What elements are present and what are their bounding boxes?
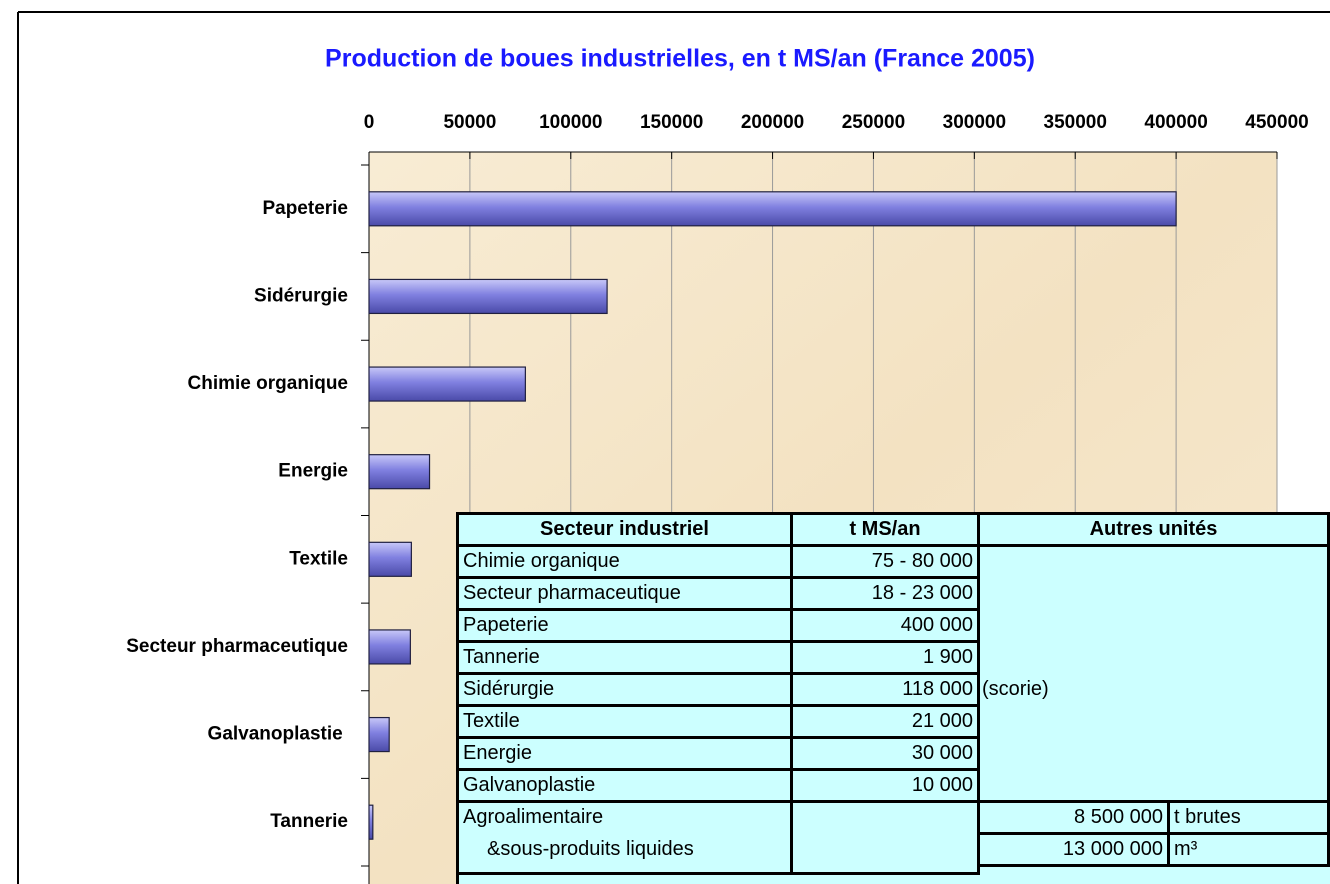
row-value: 75 - 80 000 <box>793 547 980 579</box>
header-cell: Autres unités <box>980 515 1330 547</box>
row-label: Sidérurgie <box>459 675 793 707</box>
row-value <box>793 803 980 875</box>
y-tick-label: Galvanoplastie <box>208 724 348 745</box>
unit: m³ <box>1170 835 1330 867</box>
chart-title: Production de boues industrielles, en t … <box>325 45 1035 73</box>
bar <box>368 629 411 665</box>
row-label: Agroalimentaire <box>463 806 604 828</box>
row-value: 18 - 23 000 <box>793 579 980 611</box>
x-tick-label: 50000 <box>443 112 496 133</box>
row-label: Tannerie <box>459 643 793 675</box>
row-value: 400 000 <box>793 611 980 643</box>
row-note: (scorie) <box>982 678 1049 700</box>
y-tick-label: Secteur pharmaceutique <box>126 636 348 657</box>
x-tick-label: 150000 <box>640 112 703 133</box>
y-tick-label: Papeterie <box>262 198 348 219</box>
y-tick-label: Chimie organique <box>188 373 348 394</box>
row-label: &sous-produits liquides <box>487 838 694 860</box>
header-cell: t MS/an <box>793 515 980 547</box>
y-tick-label: Tannerie <box>270 811 348 832</box>
x-tick-label: 100000 <box>539 112 602 133</box>
row-value: 118 000 <box>793 675 980 707</box>
unit: t brutes <box>1170 803 1330 835</box>
bar <box>368 541 412 577</box>
x-tick-label: 450000 <box>1245 112 1308 133</box>
row-label: Galvanoplastie <box>459 771 793 803</box>
bar <box>368 278 608 315</box>
row-value: 21 000 <box>793 707 980 739</box>
merged-cell <box>980 547 1330 803</box>
x-tick-label: 250000 <box>842 112 905 133</box>
x-tick-label: 350000 <box>1044 112 1107 133</box>
bar <box>368 716 390 753</box>
amount: 13 000 000 <box>980 835 1170 867</box>
row-value: 1 900 <box>793 643 980 675</box>
row-label: Textile <box>459 707 793 739</box>
bar <box>368 804 374 840</box>
row-label: Energie <box>459 739 793 771</box>
bar <box>368 454 431 490</box>
row-value: 10 000 <box>793 771 980 803</box>
row-label: Chimie organique <box>459 547 793 579</box>
x-tick-label: 300000 <box>943 112 1006 133</box>
table: Secteur industriel t MS/an Autres unités Ch… <box>456 512 1330 884</box>
x-tick-label: 400000 <box>1144 112 1207 133</box>
amount: 8 500 000 <box>980 803 1170 835</box>
y-tick-label: Sidérurgie <box>254 285 348 306</box>
y-tick-label: Energie <box>278 461 348 482</box>
bar <box>368 366 526 402</box>
row-label: Papeterie <box>459 611 793 643</box>
row-label: Secteur pharmaceutique <box>459 579 793 611</box>
row-value: 30 000 <box>793 739 980 771</box>
y-tick-label: Textile <box>289 548 348 569</box>
bar <box>368 191 1177 227</box>
header-cell: Secteur industriel <box>459 515 793 547</box>
row-label <box>459 803 793 875</box>
x-tick-label: 200000 <box>741 112 804 133</box>
x-tick-label: 0 <box>364 112 375 133</box>
